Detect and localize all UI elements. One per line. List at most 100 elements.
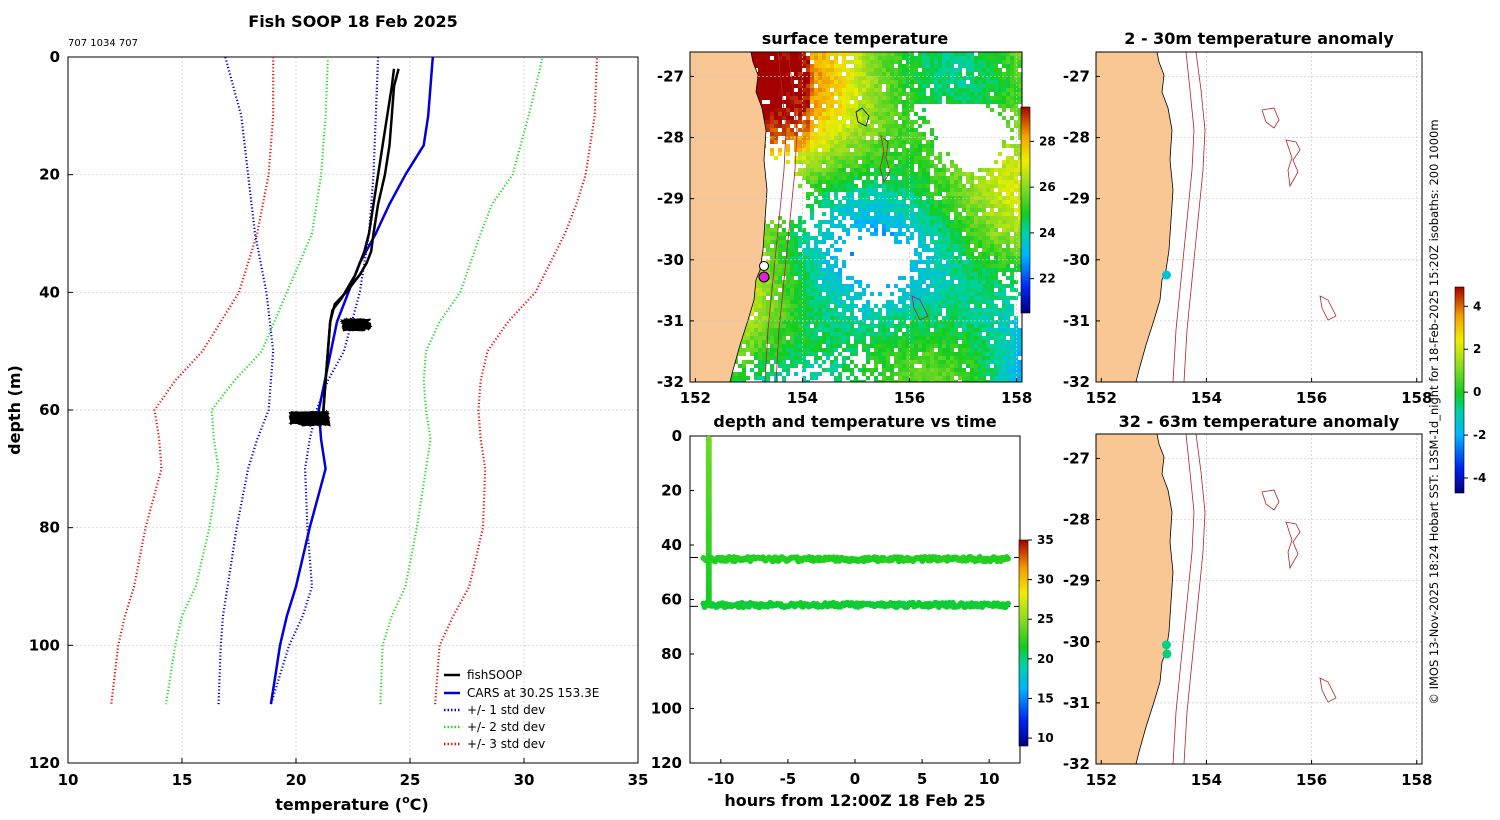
sst-cell [838, 72, 842, 76]
sst-cell [894, 88, 898, 92]
sst-cell [870, 336, 874, 340]
sst-cell [958, 168, 962, 172]
sst-cell [1002, 296, 1006, 300]
sst-cell [974, 212, 978, 216]
sst-cell [882, 144, 886, 148]
sst-cell [774, 136, 778, 140]
sst-cell [978, 300, 982, 304]
sst-cell [786, 132, 790, 136]
sst-cell [890, 320, 894, 324]
sst-cell [790, 224, 794, 228]
sst-cell [882, 140, 886, 144]
sst-cell [778, 88, 782, 92]
sst-cell [806, 144, 810, 148]
sst-cell [766, 268, 770, 272]
sst-cell [946, 316, 950, 320]
sst-cell [974, 344, 978, 348]
sst-cell [910, 288, 914, 292]
sst-cell [982, 80, 986, 84]
sst-cell [890, 124, 894, 128]
sst-cell [814, 264, 818, 268]
sst-cell [914, 308, 918, 312]
sst-cell [914, 88, 918, 92]
sst-cell [1014, 324, 1018, 328]
sst-cell [986, 188, 990, 192]
sst-cell [814, 152, 818, 156]
sst-cell [802, 52, 806, 56]
sst-cell [978, 52, 982, 56]
sst-cell [970, 208, 974, 212]
sst-cell [826, 328, 830, 332]
sst-cell [810, 108, 814, 112]
sst-cell [850, 308, 854, 312]
sst-cell [814, 356, 818, 360]
sst-cell [890, 88, 894, 92]
sst-cell [1010, 116, 1014, 120]
sst-cell [798, 140, 802, 144]
sst-cell [942, 80, 946, 84]
sst-cell [854, 84, 858, 88]
sst-cell [806, 256, 810, 260]
sst-cell [930, 68, 934, 72]
sst-cell [994, 328, 998, 332]
sst-cell [962, 252, 966, 256]
sst-cell [786, 160, 790, 164]
sst-cell [978, 324, 982, 328]
sst-cell [926, 304, 930, 308]
sst-cell [894, 284, 898, 288]
sst-cell [766, 104, 770, 108]
sst-cell [982, 316, 986, 320]
sst-cell [806, 260, 810, 264]
sst-cell [1018, 244, 1022, 248]
sst-cell [982, 296, 986, 300]
sst-cell [926, 216, 930, 220]
sst-cell [742, 336, 746, 340]
sst-cell [978, 188, 982, 192]
sst-cell [922, 188, 926, 192]
sst-cell [954, 204, 958, 208]
sst-cell [938, 344, 942, 348]
sst-cell [990, 264, 994, 268]
sst-cell [786, 328, 790, 332]
sst-cell [830, 60, 834, 64]
sst-cell [1018, 80, 1022, 84]
sst-cell [990, 80, 994, 84]
sst-cell [914, 344, 918, 348]
sst-cell [994, 240, 998, 244]
sst-cell [970, 252, 974, 256]
sst-cell [962, 328, 966, 332]
sst-cell [990, 356, 994, 360]
sst-cell [802, 92, 806, 96]
sst-cell [778, 324, 782, 328]
sst-cell [886, 148, 890, 152]
sst-cell [994, 96, 998, 100]
sst-cell [1018, 168, 1022, 172]
sst-cell [926, 76, 930, 80]
sst-cell [854, 200, 858, 204]
sst-cell [838, 340, 842, 344]
sst-cell [750, 324, 754, 328]
sst-cell [798, 276, 802, 280]
sst-cell [954, 244, 958, 248]
sst-cell [854, 344, 858, 348]
sst-cell [990, 288, 994, 292]
sst-cell [1018, 108, 1022, 112]
sst-cell [858, 124, 862, 128]
sst-cell [886, 184, 890, 188]
sst-cell [962, 340, 966, 344]
sst-cell [794, 328, 798, 332]
sst-cell [902, 344, 906, 348]
sst-cell [930, 100, 934, 104]
sst-cell [822, 168, 826, 172]
sst-cell [874, 92, 878, 96]
sst-cell [1018, 264, 1022, 268]
sst-cell [918, 296, 922, 300]
sst-cell [806, 196, 810, 200]
sst-cell [966, 264, 970, 268]
sst-cell [858, 52, 862, 56]
sst-cell [850, 216, 854, 220]
sst-cell [854, 152, 858, 156]
sst-cell [978, 92, 982, 96]
sst-cell [834, 176, 838, 180]
sst-cell [850, 252, 854, 256]
